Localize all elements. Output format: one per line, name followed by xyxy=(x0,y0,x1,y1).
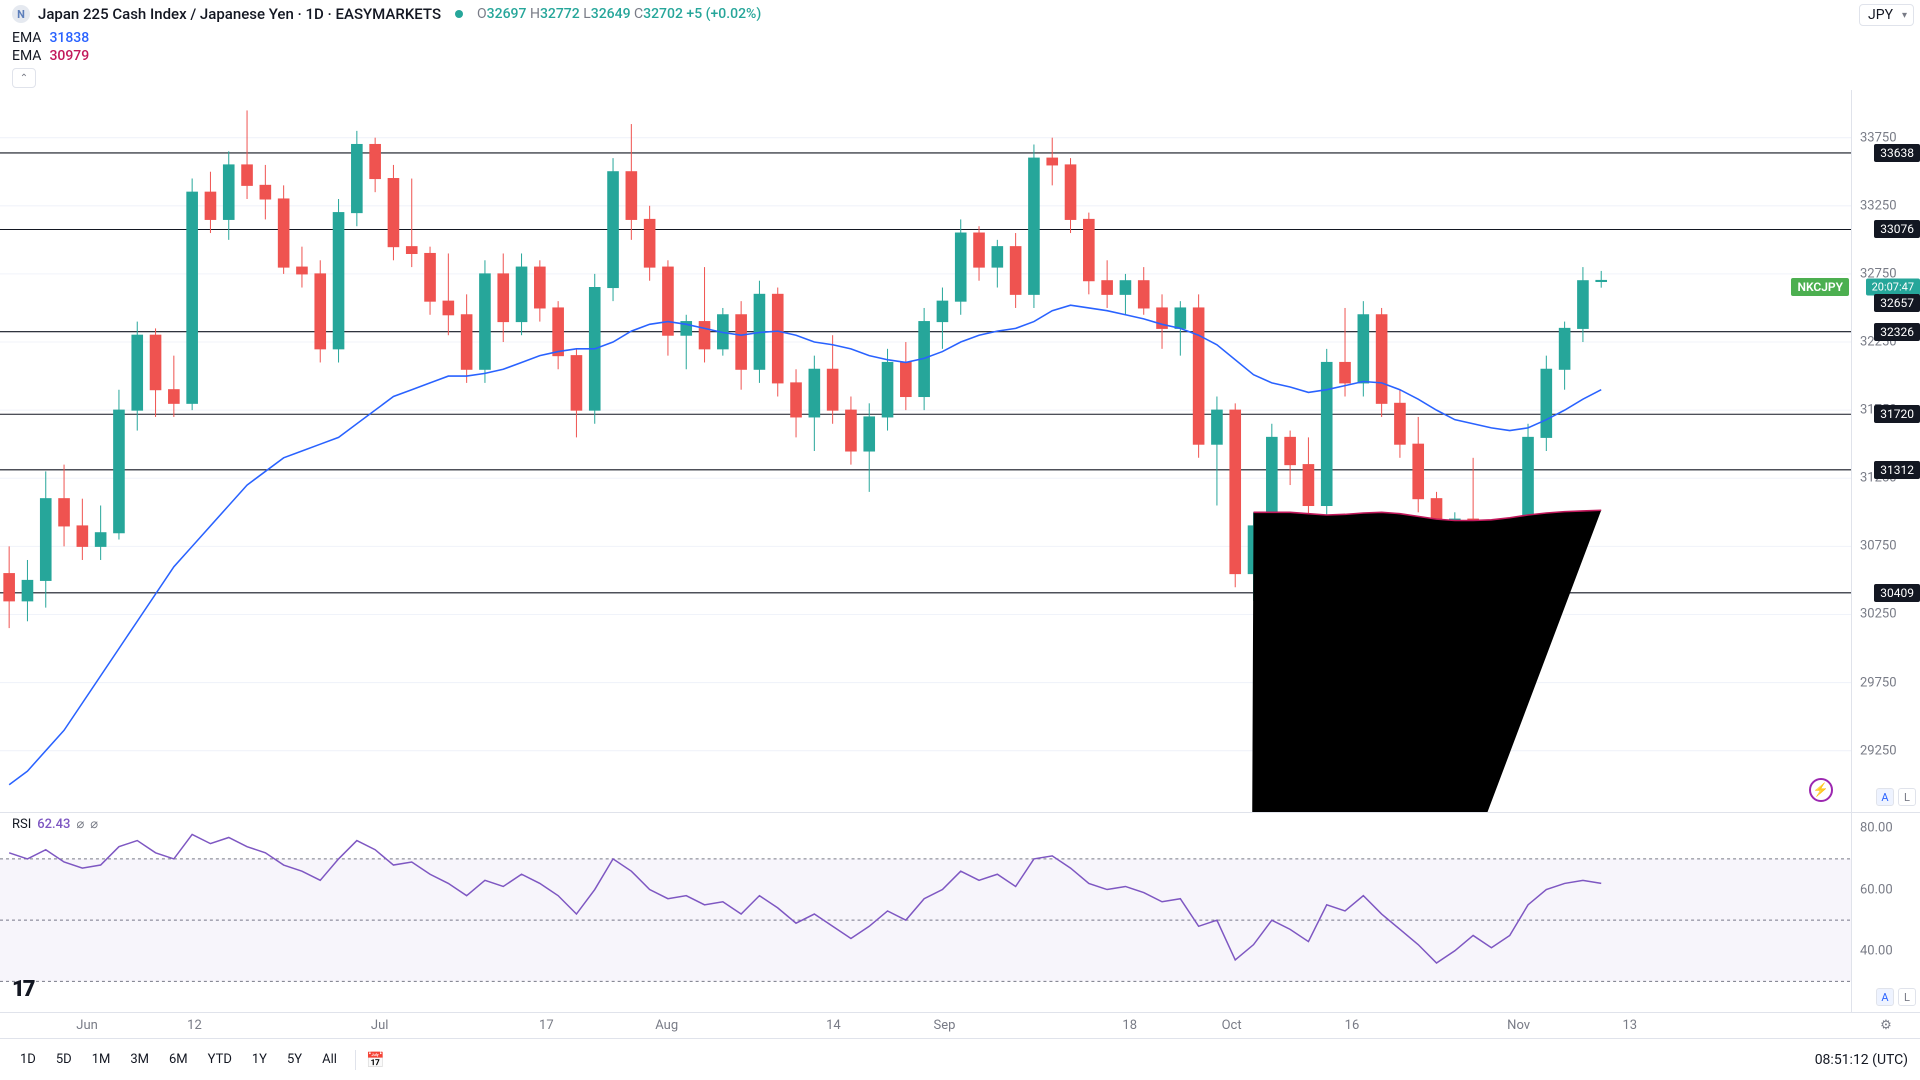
time-tick-label: Sep xyxy=(934,1018,956,1033)
price-level-tag[interactable]: 31312 xyxy=(1874,461,1920,479)
rsi-label: RSI xyxy=(12,817,31,832)
ema1-value: 31838 xyxy=(49,30,89,46)
time-tick-label: 14 xyxy=(826,1018,841,1033)
footer-toolbar: 1D5D1M3M6MYTD1Y5YAll 📅 08:51:12 (UTC) xyxy=(0,1038,1920,1080)
timeframe-5y[interactable]: 5Y xyxy=(279,1048,310,1071)
price-tick-label: 30250 xyxy=(1860,607,1897,622)
rsi-visibility-icon[interactable]: ⌀ xyxy=(90,817,98,832)
ema1-label: EMA xyxy=(12,30,41,46)
timeframe-1y[interactable]: 1Y xyxy=(244,1048,275,1071)
rsi-auto-scale-button[interactable]: A xyxy=(1876,988,1894,1006)
rsi-chart[interactable] xyxy=(0,813,1851,1012)
rsi-settings-icon[interactable]: ⌀ xyxy=(76,817,84,832)
rsi-tick-label: 60.00 xyxy=(1860,882,1893,897)
price-tick-label: 29750 xyxy=(1860,675,1897,690)
rsi-legend: RSI 62.43 ⌀ ⌀ xyxy=(12,817,98,832)
time-tick-label: Aug xyxy=(655,1018,678,1033)
price-chart-area[interactable]: ⚡ NKCJPY xyxy=(0,90,1852,812)
current-price-tag: 32657 xyxy=(1874,294,1920,312)
timeframe-3m[interactable]: 3M xyxy=(122,1048,157,1071)
currency-dropdown[interactable]: JPY xyxy=(1859,4,1914,26)
countdown-tag: 20:07:47 xyxy=(1866,278,1920,295)
time-axis-area[interactable]: Jun 12 Jul 17 Aug 14 Sep 18 Oct 16 Nov 13 xyxy=(0,1013,1852,1038)
log-scale-button[interactable]: L xyxy=(1898,788,1916,806)
timeframe-5d[interactable]: 5D xyxy=(48,1048,80,1071)
indicator-legend: EMA 31838 EMA 30979 ⌃ xyxy=(0,28,1920,90)
price-level-tag[interactable]: 30409 xyxy=(1874,584,1920,602)
ema2-label: EMA xyxy=(12,48,41,64)
rsi-value: 62.43 xyxy=(37,817,70,832)
time-tick-label: 17 xyxy=(539,1018,554,1033)
alert-lightning-icon[interactable]: ⚡ xyxy=(1809,778,1833,802)
auto-scale-button[interactable]: A xyxy=(1876,788,1894,806)
market-status-dot-icon xyxy=(455,10,463,18)
time-tick-label: Jun xyxy=(76,1018,98,1033)
time-tick-label: 13 xyxy=(1622,1018,1637,1033)
ohlc-readout: O32697 H32772 L32649 C32702 +5 (+0.02%) xyxy=(477,6,761,22)
price-tick-label: 33750 xyxy=(1860,130,1897,145)
timeframe-selector: 1D5D1M3M6MYTD1Y5YAll 📅 xyxy=(12,1048,385,1071)
timeframe-all[interactable]: All xyxy=(314,1048,345,1071)
time-tick-label: 18 xyxy=(1122,1018,1137,1033)
time-axis-settings[interactable]: ⚙ xyxy=(1852,1013,1920,1038)
price-level-tag[interactable]: 31720 xyxy=(1874,405,1920,423)
clock: 08:51:12 (UTC) xyxy=(1815,1052,1908,1068)
calendar-icon[interactable]: 📅 xyxy=(366,1051,385,1069)
price-chart-pane[interactable]: ⚡ NKCJPY 3375033250327503225031750312503… xyxy=(0,90,1920,812)
time-tick-label: Oct xyxy=(1222,1018,1242,1033)
rsi-tick-label: 40.00 xyxy=(1860,943,1893,958)
chart-header: N Japan 225 Cash Index / Japanese Yen · … xyxy=(0,0,1920,28)
collapse-legend-button[interactable]: ⌃ xyxy=(12,68,36,88)
chevron-up-icon: ⌃ xyxy=(20,73,28,84)
symbol-price-tag: NKCJPY xyxy=(1791,278,1849,296)
price-axis[interactable]: 3375033250327503225031750312503075030250… xyxy=(1852,90,1920,812)
price-level-tag[interactable]: 32326 xyxy=(1874,323,1920,341)
rsi-pane[interactable]: RSI 62.43 ⌀ ⌀ 17 80.00 60.00 40.00 AL xyxy=(0,812,1920,1012)
price-level-tag[interactable]: 33076 xyxy=(1874,220,1920,238)
price-level-tag[interactable]: 33638 xyxy=(1874,144,1920,162)
time-tick-label: Nov xyxy=(1507,1018,1530,1033)
currency-value: JPY xyxy=(1868,7,1893,23)
time-tick-label: Jul xyxy=(371,1018,389,1033)
time-tick-label: 12 xyxy=(187,1018,202,1033)
timeframe-6m[interactable]: 6M xyxy=(161,1048,196,1071)
rsi-tick-label: 80.00 xyxy=(1860,821,1893,836)
symbol-title[interactable]: Japan 225 Cash Index / Japanese Yen · 1D… xyxy=(38,5,441,23)
price-tick-label: 29250 xyxy=(1860,743,1897,758)
timeframe-ytd[interactable]: YTD xyxy=(200,1048,240,1071)
price-tick-label: 33250 xyxy=(1860,198,1897,213)
timeframe-1d[interactable]: 1D xyxy=(12,1048,44,1071)
rsi-axis[interactable]: 80.00 60.00 40.00 AL xyxy=(1852,813,1920,1012)
symbol-badge-icon: N xyxy=(12,5,30,23)
ema2-value: 30979 xyxy=(49,48,89,64)
time-tick-label: 16 xyxy=(1345,1018,1360,1033)
rsi-log-scale-button[interactable]: L xyxy=(1898,988,1916,1006)
price-tick-label: 30750 xyxy=(1860,539,1897,554)
timeframe-1m[interactable]: 1M xyxy=(84,1048,119,1071)
candlestick-chart[interactable] xyxy=(0,90,1851,812)
gear-icon[interactable]: ⚙ xyxy=(1880,1018,1892,1033)
rsi-chart-area[interactable]: RSI 62.43 ⌀ ⌀ 17 xyxy=(0,813,1852,1012)
tradingview-logo-icon[interactable]: 17 xyxy=(12,977,34,1002)
time-axis[interactable]: Jun 12 Jul 17 Aug 14 Sep 18 Oct 16 Nov 13 ⚙ xyxy=(0,1012,1920,1038)
